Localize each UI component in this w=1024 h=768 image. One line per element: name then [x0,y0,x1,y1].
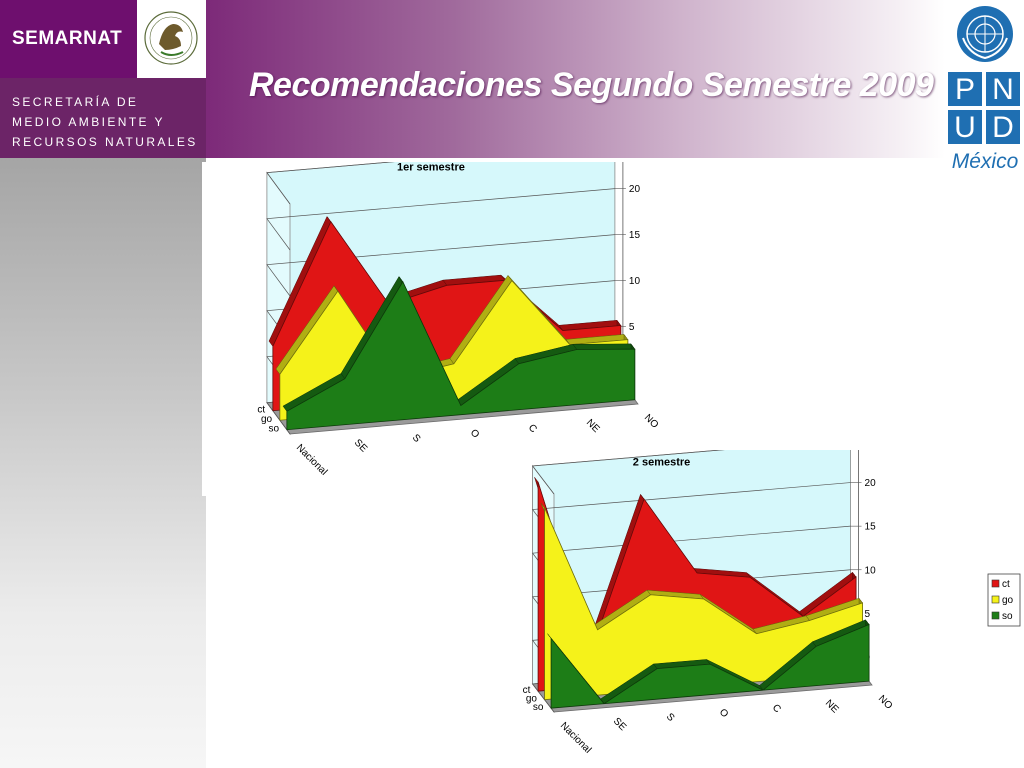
y-tick-label: 10 [629,276,641,287]
category-label: NO [876,693,895,712]
legend-label-so: so [1002,611,1013,622]
mexico-seal-icon [137,0,206,78]
category-label: NO [642,412,661,431]
y-tick-label: 15 [865,522,877,533]
depth-label-ct: ct [257,404,265,415]
depth-label-so: so [269,423,280,434]
legend-label-go: go [1002,595,1014,606]
chart-legend: ct go so [987,573,1021,627]
category-label: S [664,711,677,724]
y-tick-label: 20 [629,184,641,195]
category-label: O [468,427,481,440]
category-label: NE [584,417,602,435]
series-so-area [286,280,636,431]
chart-1er-semestre: 0510152025ctgosoNacionalSESOCNENO1er sem… [257,162,661,478]
semarnat-logo-panel: SEMARNAT SECRETARÍA DE MEDIO AMBIENTE Y … [0,0,206,158]
category-label: C [526,422,539,435]
legend-swatch-ct [991,579,1000,588]
category-label: SE [611,716,628,733]
category-label: SE [352,437,369,454]
gridline [531,450,725,495]
category-label: Nacional [294,442,329,477]
depth-label-go: go [526,694,538,705]
pnud-logo: P N U D México [946,0,1024,178]
category-label: C [770,702,783,715]
series-so-top [572,343,636,350]
agency-line-3: RECURSOS NATURALES [12,135,198,149]
chart-2-semestre: 0510152025ctgosoNacionalSESOCNENO2 semes… [523,450,1021,756]
agency-line-2: MEDIO AMBIENTE Y [12,115,165,129]
series-so-area [550,623,870,709]
chart-title: 2 semestre [633,456,691,468]
depth-label-go: go [261,414,273,425]
category-label: NE [823,698,841,716]
pnud-letter-u: U [948,110,982,144]
gridline [266,162,395,205]
y-tick-label: 5 [629,322,635,333]
pnud-letter-n: N [986,72,1020,106]
y-tick-label: 10 [865,565,877,576]
left-sidebar-gradient [0,158,206,768]
y-tick-label: 15 [629,230,641,241]
y-tick-label: 20 [865,478,877,489]
un-emblem-icon [957,6,1013,62]
agency-name: SECRETARÍA DE MEDIO AMBIENTE Y RECURSOS … [12,92,202,152]
chart-title: 1er semestre [397,162,465,174]
pnud-letter-grid: P N U D [948,72,1022,146]
depth-label-so: so [533,702,544,713]
gridline [266,234,615,297]
gridline [266,188,615,251]
pnud-letter-p: P [948,72,982,106]
page-title: Recomendaciones Segundo Semestre 2009 [249,66,934,104]
category-label: O [717,707,730,720]
legend-label-ct: ct [1002,579,1010,590]
depth-label-ct: ct [523,685,531,696]
y-tick-label: 5 [865,609,871,620]
category-label: S [410,432,423,445]
category-label: Nacional [558,720,593,755]
agency-line-1: SECRETARÍA DE [12,95,139,109]
semarnat-wordmark: SEMARNAT [12,28,123,49]
semarnat-brand-block: SEMARNAT [0,0,137,78]
pnud-letter-d: D [986,110,1020,144]
pnud-country: México [951,150,1019,173]
legend-swatch-so [991,611,1000,620]
legend-swatch-go [991,595,1000,604]
